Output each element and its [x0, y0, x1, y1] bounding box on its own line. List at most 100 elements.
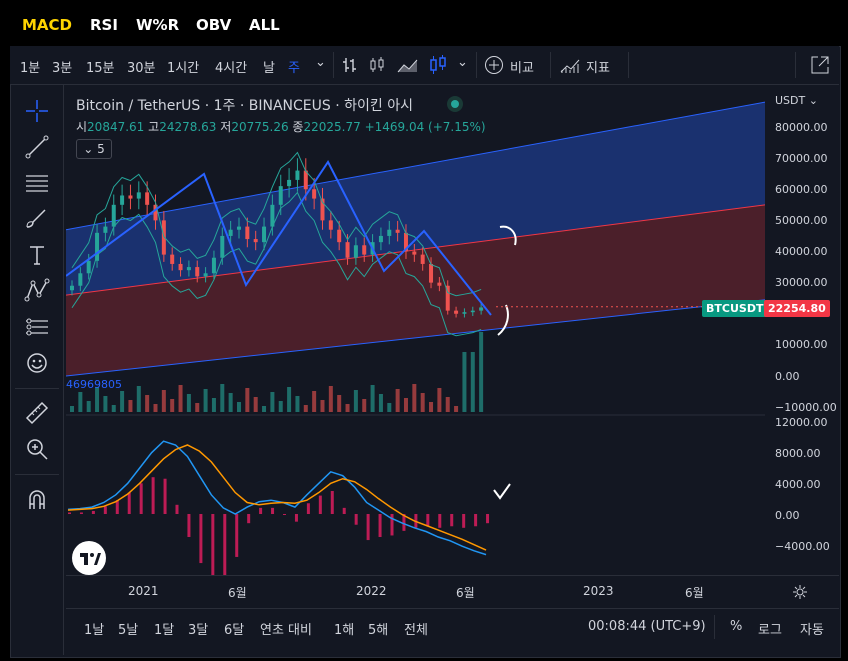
range-6m[interactable]: 6달	[224, 623, 245, 638]
area-style-icon[interactable]	[397, 56, 419, 74]
emoji-icon[interactable]	[23, 349, 51, 377]
tab-rsi[interactable]: RSI	[90, 16, 118, 34]
heikin-ashi-style-icon[interactable]	[429, 55, 449, 75]
candle	[262, 226, 267, 243]
interval-1m[interactable]: 1분	[20, 61, 41, 76]
fib-retracement-icon[interactable]	[23, 169, 51, 197]
magnet-icon[interactable]	[23, 485, 51, 513]
toolbar-divider	[550, 52, 551, 78]
volume-bar	[462, 352, 467, 412]
indicators-icon[interactable]	[559, 55, 581, 75]
candle	[128, 195, 133, 199]
interval-day[interactable]: 날	[263, 61, 275, 76]
candle	[153, 204, 158, 221]
compare-button[interactable]: 비교	[510, 61, 534, 76]
range-1y[interactable]: 1해	[334, 623, 355, 638]
price-axis[interactable]: USDT ⌄ 80000.00 70000.00 60000.00 50000.…	[765, 85, 838, 575]
legend-collapse-button[interactable]: ⌄ 5	[76, 139, 112, 159]
zoom-icon[interactable]	[23, 435, 51, 463]
compare-add-icon[interactable]	[484, 55, 504, 75]
price-tick: 60000.00	[775, 183, 828, 196]
macd-histogram-bar	[271, 507, 275, 514]
macd-tick: 4000.00	[775, 478, 821, 491]
interval-4h[interactable]: 4시간	[215, 61, 248, 76]
candle	[211, 257, 216, 274]
volume-bar	[353, 390, 358, 412]
tab-macd[interactable]: MACD	[22, 16, 72, 34]
channel-mid-line	[66, 204, 765, 296]
percent-toggle[interactable]: %	[730, 619, 743, 634]
range-1d[interactable]: 1날	[84, 623, 105, 638]
tab-all[interactable]: ALL	[249, 16, 280, 34]
volume-bar	[78, 392, 83, 412]
text-icon[interactable]	[23, 241, 51, 269]
interval-3m[interactable]: 3분	[52, 61, 73, 76]
price-chart[interactable]	[66, 85, 765, 575]
chart-style-chevron-icon[interactable]: ⌄	[457, 55, 468, 70]
settings-icon[interactable]	[792, 584, 808, 600]
candle	[278, 186, 283, 205]
volume-bar	[220, 384, 225, 412]
volume-bar	[370, 385, 375, 412]
time-axis[interactable]: 2021 6월 2022 6월 2023 6월	[66, 575, 839, 608]
crosshair-icon[interactable]	[23, 97, 51, 125]
bollinger-lower	[71, 191, 482, 337]
macd-histogram-bar	[175, 504, 179, 514]
log-toggle[interactable]: 로그	[758, 623, 782, 638]
currency-selector[interactable]: USDT ⌄	[775, 94, 818, 107]
macd-histogram-bar	[390, 514, 394, 536]
volume-bar	[437, 388, 442, 412]
bar-chart-style-icon[interactable]	[341, 56, 359, 74]
time-tick: 2022	[356, 584, 387, 598]
brush-icon[interactable]	[23, 205, 51, 233]
candle	[161, 220, 166, 255]
macd-histogram-bar	[294, 514, 298, 522]
interval-15m[interactable]: 15분	[86, 61, 115, 76]
indicators-button[interactable]: 지표	[586, 61, 610, 76]
candle	[70, 285, 74, 291]
volume-bar	[378, 394, 383, 412]
fullscreen-popout-icon[interactable]	[810, 55, 830, 75]
ruler-icon[interactable]	[23, 399, 51, 427]
interval-30m[interactable]: 30분	[127, 61, 156, 76]
volume-bar	[86, 401, 91, 412]
range-5d[interactable]: 5날	[118, 623, 139, 638]
tradingview-logo-icon[interactable]	[72, 541, 106, 575]
macd-histogram-bar	[259, 507, 263, 514]
candle	[403, 232, 408, 252]
range-all[interactable]: 전체	[404, 623, 428, 638]
candle	[236, 226, 241, 230]
volume-bar	[161, 390, 166, 412]
macd-histogram-bar	[79, 512, 83, 514]
ohlc-values: 시20847.61 고24278.63 저20775.26 종22025.77 …	[76, 120, 486, 134]
macd-histogram-bar	[486, 514, 490, 524]
volume-bar	[420, 393, 425, 412]
pattern-icon[interactable]	[23, 277, 51, 305]
volume-bar	[362, 399, 367, 412]
range-3m[interactable]: 3달	[188, 623, 209, 638]
interval-dropdown-chevron-icon[interactable]: ⌄	[315, 55, 326, 70]
tab-williams-r[interactable]: W%R	[136, 16, 180, 34]
range-1m[interactable]: 1달	[154, 623, 175, 638]
price-tick: 50000.00	[775, 214, 828, 227]
channel-upper-zone	[66, 102, 765, 296]
candle	[145, 192, 150, 205]
range-5y[interactable]: 5해	[368, 623, 389, 638]
interval-week[interactable]: 주	[288, 61, 300, 76]
auto-toggle[interactable]: 자동	[800, 623, 824, 638]
market-status-icon[interactable]	[447, 96, 463, 112]
symbol-title[interactable]: Bitcoin / TetherUS · 1주 · BINANCEUS · 하이…	[76, 98, 413, 114]
clock[interactable]: 00:08:44 (UTC+9)	[588, 619, 706, 634]
forecast-icon[interactable]	[23, 313, 51, 341]
range-ytd[interactable]: 연초 대비	[260, 623, 312, 638]
change-value: +1469.04 (+7.15%)	[364, 120, 486, 134]
tab-obv[interactable]: OBV	[196, 16, 232, 34]
candles-style-icon[interactable]	[368, 56, 386, 74]
macd-histogram-bar	[342, 507, 346, 514]
trendline-icon[interactable]	[23, 133, 51, 161]
volume-bar	[186, 394, 191, 412]
candle	[103, 226, 108, 233]
candle	[437, 282, 442, 286]
chart-toolbar: 1분 3분 15분 30분 1시간 4시간 날 주 ⌄ ⌄ 비교 지표	[10, 46, 839, 85]
interval-1h[interactable]: 1시간	[167, 61, 200, 76]
